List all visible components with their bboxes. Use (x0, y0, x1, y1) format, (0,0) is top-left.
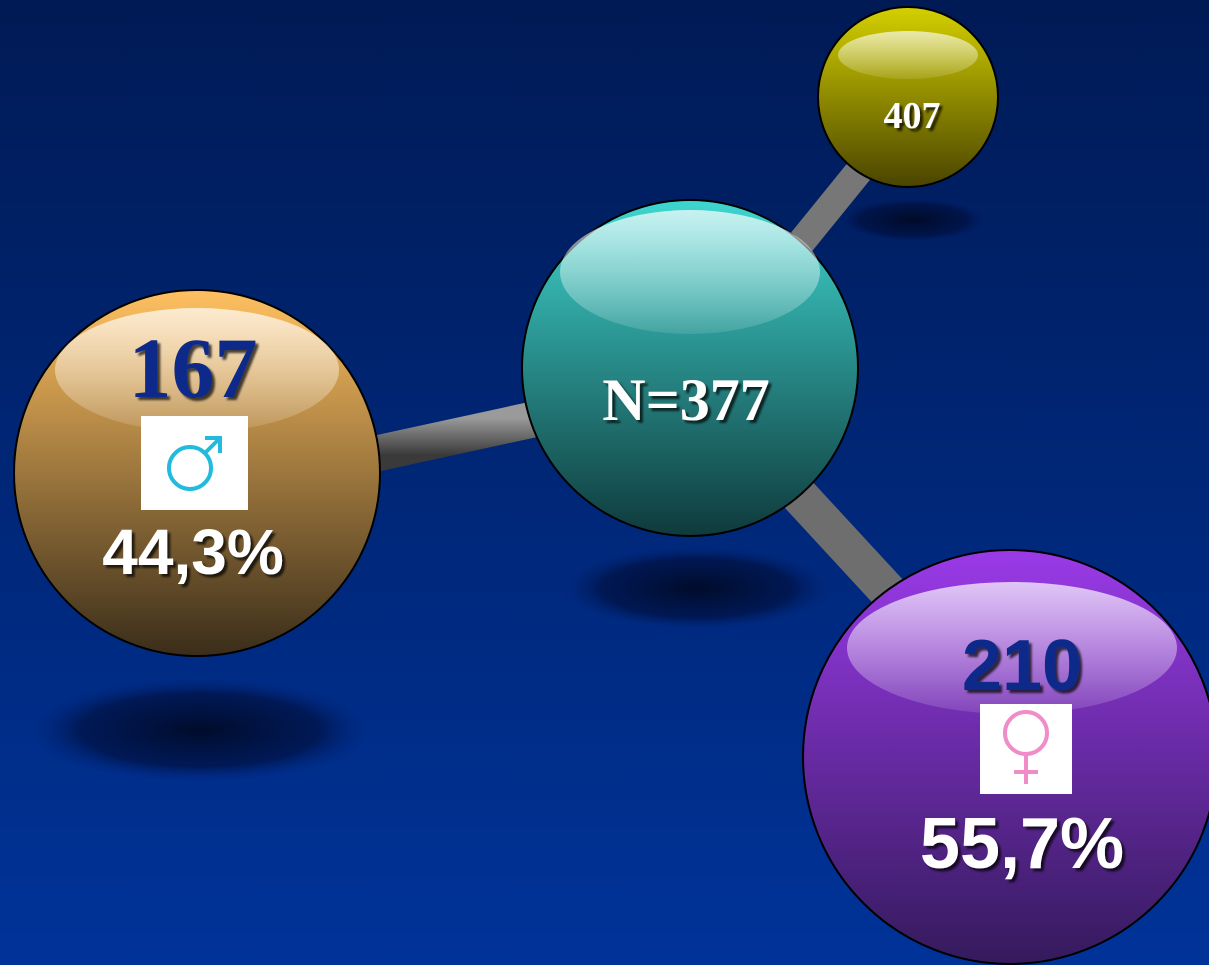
node-label: 167 (129, 320, 258, 416)
page: {"nodes": [ {"label": "407"}, {"label": … (0, 0, 1209, 965)
shadow (835, 197, 991, 243)
node-female: 210 55,7% (803, 550, 1209, 964)
shadow (30, 678, 370, 782)
node-percent: 55,7% (920, 804, 1124, 884)
node-label: N=377 (602, 367, 770, 433)
diagram: 407 N=377 167 44,3% 210 55,7% (0, 0, 1209, 965)
icon-box (141, 416, 248, 510)
shadow (562, 546, 832, 630)
node-male: 167 44,3% (14, 290, 380, 656)
node-center: N=377 (522, 200, 858, 536)
node-label: 210 (962, 626, 1082, 706)
node-percent: 44,3% (102, 516, 283, 588)
node-label: 407 (884, 95, 941, 137)
node-yellow: 407 (818, 7, 998, 187)
